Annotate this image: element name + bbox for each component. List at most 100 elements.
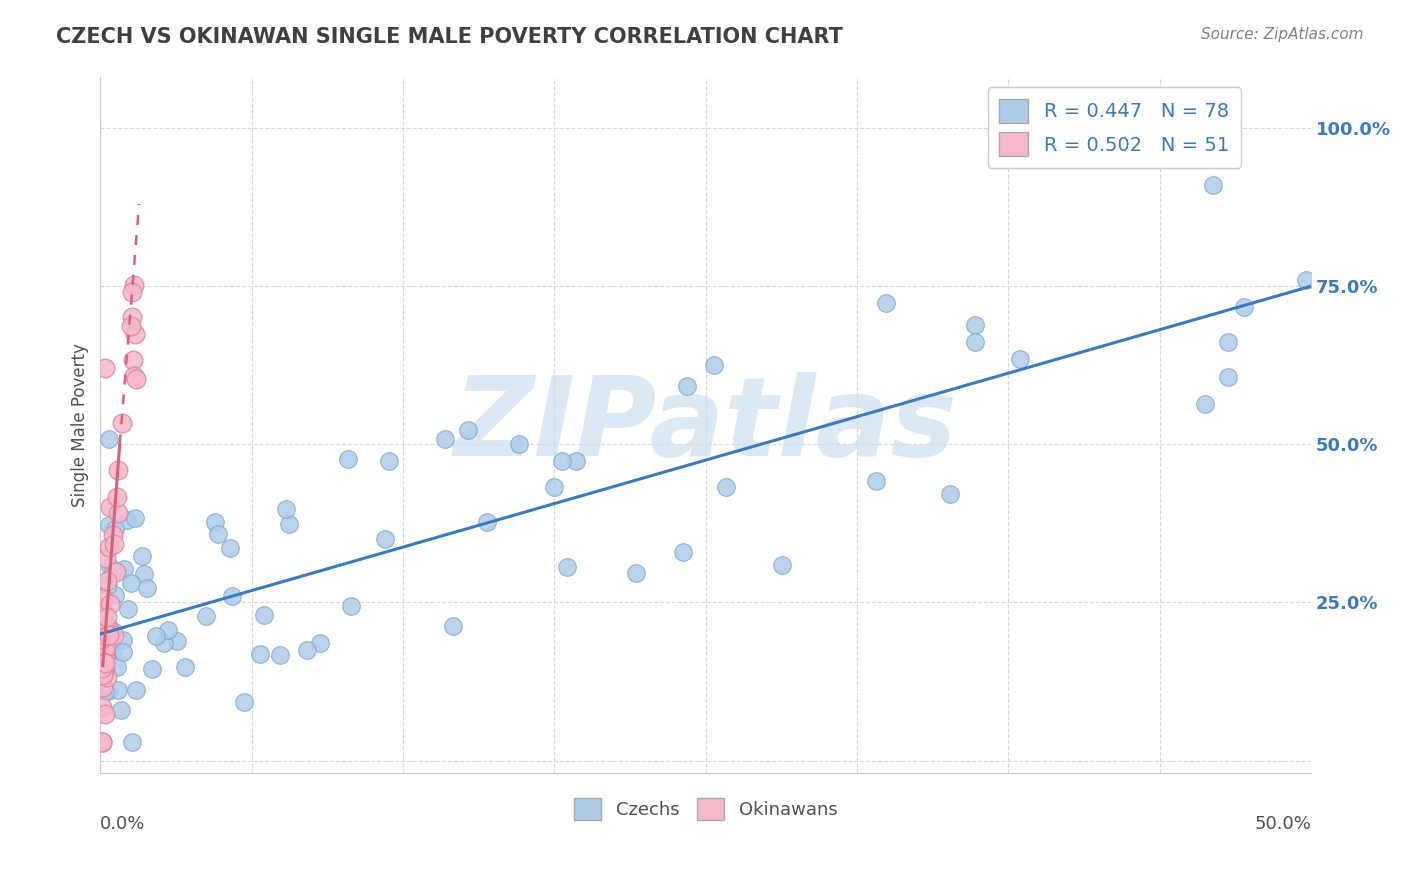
Point (124, 327, 146, 342)
Point (97, 683, 120, 698)
Point (107, 682, 129, 697)
Point (277, 517, 299, 532)
Point (714, 480, 737, 494)
Point (565, 454, 588, 468)
Point (233, 695, 256, 709)
Point (131, 549, 153, 563)
Point (675, 379, 697, 393)
Point (91, 668, 114, 682)
Point (112, 645, 135, 659)
Point (94, 642, 117, 657)
Point (124, 511, 146, 525)
Point (97, 628, 120, 642)
Point (111, 416, 134, 430)
Point (125, 372, 148, 386)
Point (104, 522, 127, 536)
Point (551, 454, 574, 468)
Point (377, 454, 399, 468)
Point (457, 423, 479, 437)
Point (104, 565, 127, 579)
Point (104, 588, 127, 602)
Point (93, 651, 115, 665)
Point (173, 660, 195, 674)
Point (107, 659, 129, 673)
Point (98, 597, 121, 611)
Point (963, 334, 986, 349)
Point (93, 607, 115, 621)
Point (374, 532, 396, 546)
Point (91, 591, 114, 606)
Point (963, 318, 986, 332)
Point (90, 648, 112, 662)
Point (672, 545, 695, 559)
Point (91, 666, 114, 681)
Point (555, 560, 578, 574)
Point (120, 576, 142, 591)
Point (94, 707, 117, 722)
Point (97, 432, 120, 446)
Point (204, 515, 226, 529)
Point (93, 665, 115, 680)
Point (274, 502, 297, 516)
Point (91, 632, 114, 646)
Point (269, 648, 291, 662)
Point (94, 361, 117, 376)
Point (97, 621, 120, 635)
Point (475, 516, 498, 530)
Point (1194, 397, 1216, 411)
Point (219, 541, 242, 555)
Point (101, 624, 124, 638)
Point (132, 567, 155, 582)
Point (221, 589, 243, 603)
Point (434, 432, 457, 446)
Point (94, 650, 117, 665)
Point (96, 670, 118, 684)
Point (120, 319, 142, 334)
Point (157, 624, 180, 638)
Point (194, 609, 217, 624)
Point (101, 565, 124, 579)
Point (110, 703, 132, 717)
Point (103, 628, 125, 642)
Legend: Czechs, Okinawans: Czechs, Okinawans (567, 790, 845, 827)
Point (703, 359, 725, 373)
Point (340, 599, 363, 613)
Point (441, 618, 464, 632)
Point (253, 607, 276, 622)
Point (145, 629, 167, 643)
Text: 50.0%: 50.0% (1254, 815, 1312, 833)
Point (91, 661, 114, 675)
Point (865, 474, 887, 488)
Point (98, 540, 121, 554)
Point (1295, 273, 1317, 287)
Point (90, 734, 112, 748)
Point (166, 634, 188, 648)
Point (93, 684, 115, 698)
Point (121, 285, 143, 299)
Point (121, 310, 143, 324)
Text: 0.0%: 0.0% (100, 815, 146, 833)
Point (107, 463, 129, 477)
Point (93, 641, 115, 656)
Point (115, 513, 138, 527)
Point (96, 629, 118, 643)
Point (94, 648, 117, 662)
Point (93, 600, 115, 615)
Point (98, 518, 121, 533)
Point (141, 662, 163, 676)
Point (91, 734, 114, 748)
Point (1233, 300, 1256, 314)
Point (94, 657, 117, 671)
Point (1218, 334, 1240, 349)
Point (875, 296, 897, 310)
Y-axis label: Single Male Poverty: Single Male Poverty (72, 343, 89, 508)
Point (122, 278, 145, 293)
Point (98, 560, 121, 574)
Point (105, 490, 128, 504)
Point (98, 500, 121, 514)
Point (97, 578, 120, 592)
Text: ZIPatlas: ZIPatlas (454, 372, 957, 479)
Point (101, 528, 124, 542)
Point (96, 574, 118, 589)
Point (1202, 178, 1225, 192)
